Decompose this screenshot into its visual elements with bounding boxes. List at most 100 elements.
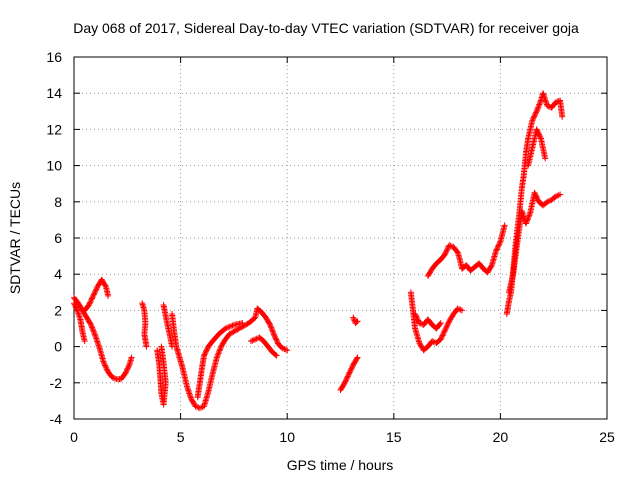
data-point bbox=[124, 365, 131, 372]
data-point bbox=[441, 328, 448, 335]
y-tick-label: 4 bbox=[54, 266, 62, 282]
data-point bbox=[544, 102, 551, 109]
x-tick-label: 0 bbox=[70, 429, 78, 445]
data-point bbox=[429, 338, 436, 345]
data-point bbox=[204, 346, 211, 353]
data-point bbox=[226, 323, 233, 330]
data-point bbox=[524, 216, 531, 223]
data-point bbox=[272, 335, 279, 342]
data-point bbox=[347, 366, 354, 373]
data-point bbox=[536, 131, 543, 138]
data-point bbox=[72, 304, 79, 311]
data-point bbox=[534, 196, 541, 203]
data-point bbox=[123, 366, 130, 373]
data-point bbox=[88, 296, 95, 303]
data-point bbox=[526, 211, 533, 218]
data-point bbox=[523, 219, 530, 226]
y-tick-label: 16 bbox=[46, 49, 62, 65]
data-point bbox=[103, 366, 110, 373]
data-point bbox=[534, 127, 541, 134]
data-point bbox=[342, 377, 349, 384]
data-point bbox=[215, 349, 222, 356]
data-point bbox=[496, 241, 503, 248]
data-point bbox=[213, 354, 220, 361]
data-point bbox=[268, 325, 275, 332]
data-point bbox=[412, 311, 419, 318]
data-point bbox=[73, 305, 80, 312]
y-axis-label: SDTVAR / TECUs bbox=[7, 182, 23, 294]
x-tick-label: 15 bbox=[386, 429, 402, 445]
data-point bbox=[284, 347, 291, 354]
data-point bbox=[531, 112, 538, 119]
data-point bbox=[103, 365, 110, 372]
data-point bbox=[488, 263, 495, 270]
data-point bbox=[273, 352, 280, 359]
data-point bbox=[530, 114, 537, 121]
data-point bbox=[535, 104, 542, 111]
data-point bbox=[229, 322, 236, 329]
data-point bbox=[440, 329, 447, 336]
data-point bbox=[192, 403, 199, 410]
data-point bbox=[437, 336, 444, 343]
data-point bbox=[444, 246, 451, 253]
data-point bbox=[243, 321, 250, 328]
data-point bbox=[230, 328, 237, 335]
data-point bbox=[89, 324, 96, 331]
data-point bbox=[93, 286, 100, 293]
data-point bbox=[552, 193, 559, 200]
data-point bbox=[91, 330, 98, 337]
data-point bbox=[92, 287, 99, 294]
data-point bbox=[438, 333, 445, 340]
data-point bbox=[346, 369, 353, 376]
data-point bbox=[438, 335, 445, 342]
data-point bbox=[354, 354, 361, 361]
data-point bbox=[534, 105, 541, 112]
data-point bbox=[125, 362, 132, 369]
data-point bbox=[533, 193, 540, 200]
data-point bbox=[87, 320, 94, 327]
data-point bbox=[109, 374, 116, 381]
data-point bbox=[158, 343, 165, 350]
data-point bbox=[214, 351, 221, 358]
data-point bbox=[536, 101, 543, 108]
data-point bbox=[88, 323, 95, 330]
data-point bbox=[217, 344, 224, 351]
data-point bbox=[494, 243, 501, 250]
data-point bbox=[542, 155, 549, 162]
data-point bbox=[233, 327, 240, 334]
data-point bbox=[250, 336, 257, 343]
data-point bbox=[91, 290, 98, 297]
data-point bbox=[201, 352, 208, 359]
data-point bbox=[234, 326, 241, 333]
y-tick-label: 0 bbox=[54, 339, 62, 355]
x-tick-label: 5 bbox=[177, 429, 185, 445]
data-point bbox=[441, 251, 448, 258]
data-point bbox=[128, 354, 135, 361]
data-point bbox=[495, 242, 502, 249]
data-points bbox=[71, 90, 566, 412]
x-tick-label: 20 bbox=[493, 429, 509, 445]
data-point bbox=[347, 368, 354, 375]
data-point bbox=[143, 343, 150, 350]
data-point bbox=[247, 338, 254, 345]
data-point bbox=[533, 108, 540, 115]
data-point bbox=[91, 331, 98, 338]
data-point bbox=[76, 313, 83, 320]
data-point bbox=[223, 324, 230, 331]
data-point bbox=[436, 321, 443, 328]
data-point bbox=[90, 328, 97, 335]
data-point bbox=[270, 330, 277, 337]
data-point bbox=[122, 370, 129, 377]
data-point bbox=[87, 298, 94, 305]
data-point bbox=[443, 247, 450, 254]
data-point bbox=[217, 346, 224, 353]
data-point bbox=[537, 98, 544, 105]
data-point bbox=[525, 215, 532, 222]
data-point bbox=[272, 334, 279, 341]
data-point bbox=[344, 373, 351, 380]
data-point bbox=[345, 372, 352, 379]
data-point bbox=[344, 374, 351, 381]
data-point bbox=[196, 405, 203, 412]
data-point bbox=[447, 242, 454, 249]
